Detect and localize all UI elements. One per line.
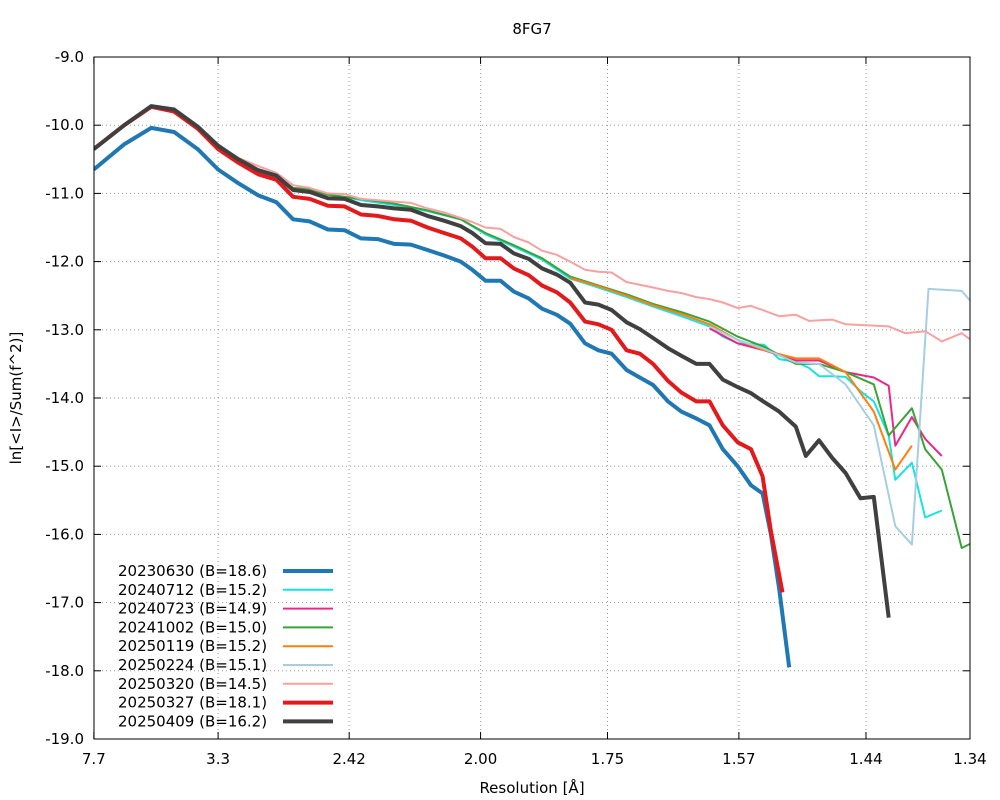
legend-entry-label: 20250327 (B=18.1) <box>118 694 267 712</box>
legend-entry-label: 20250320 (B=14.5) <box>118 675 267 693</box>
y-tick-label: -18.0 <box>45 662 84 680</box>
legend-entry-label: 20250119 (B=15.2) <box>118 637 267 655</box>
series-line-7 <box>94 105 970 343</box>
legend-entry-label: 20240712 (B=15.2) <box>118 581 267 599</box>
x-tick-label: 1.44 <box>849 750 882 768</box>
series-line-8 <box>94 104 785 593</box>
series-line-1 <box>94 125 792 668</box>
legend-entry-label: 20230630 (B=18.6) <box>118 562 267 580</box>
x-tick-label: 1.57 <box>722 750 755 768</box>
y-tick-label: -19.0 <box>45 730 84 748</box>
x-tick-label: 2.42 <box>332 750 365 768</box>
legend: 20230630 (B=18.6)20240712 (B=15.2)202407… <box>118 562 333 730</box>
y-axis-label: ln[<I>/Sum(f^2)] <box>7 332 25 465</box>
y-tick-label: -9.0 <box>55 48 84 66</box>
x-tick-label: 7.7 <box>82 750 106 768</box>
y-tick-label: -12.0 <box>45 253 84 271</box>
x-tick-label: 1.75 <box>591 750 624 768</box>
series-line-9 <box>94 104 891 618</box>
y-tick-label: -10.0 <box>45 116 84 134</box>
ticks: 7.7 3.3 2.42 2.00 1.75 1.57 1.44 1.34 -9.0 -10.0 -… <box>45 48 987 768</box>
x-axis-label: Resolution [Å] <box>479 778 584 797</box>
x-tick-label: 2.00 <box>464 750 497 768</box>
legend-entry-label: 20240723 (B=14.9) <box>118 600 267 618</box>
y-tick-label: -14.0 <box>45 389 84 407</box>
series-layer <box>94 104 970 668</box>
y-tick-label: -15.0 <box>45 457 84 475</box>
x-tick-label: 1.34 <box>953 750 986 768</box>
y-tick-label: -11.0 <box>45 184 84 202</box>
legend-entry-label: 20241002 (B=15.0) <box>118 618 267 636</box>
x-tick-label: 3.3 <box>206 750 230 768</box>
series-line-6 <box>709 287 970 546</box>
chart-title: 8FG7 <box>512 20 551 38</box>
y-tick-label: -13.0 <box>45 321 84 339</box>
y-tick-label: -17.0 <box>45 594 84 612</box>
series-line-2 <box>309 188 943 519</box>
y-tick-label: -16.0 <box>45 525 84 543</box>
legend-entry-label: 20250224 (B=15.1) <box>118 656 267 674</box>
legend-entry-label: 20250409 (B=16.2) <box>118 712 267 730</box>
